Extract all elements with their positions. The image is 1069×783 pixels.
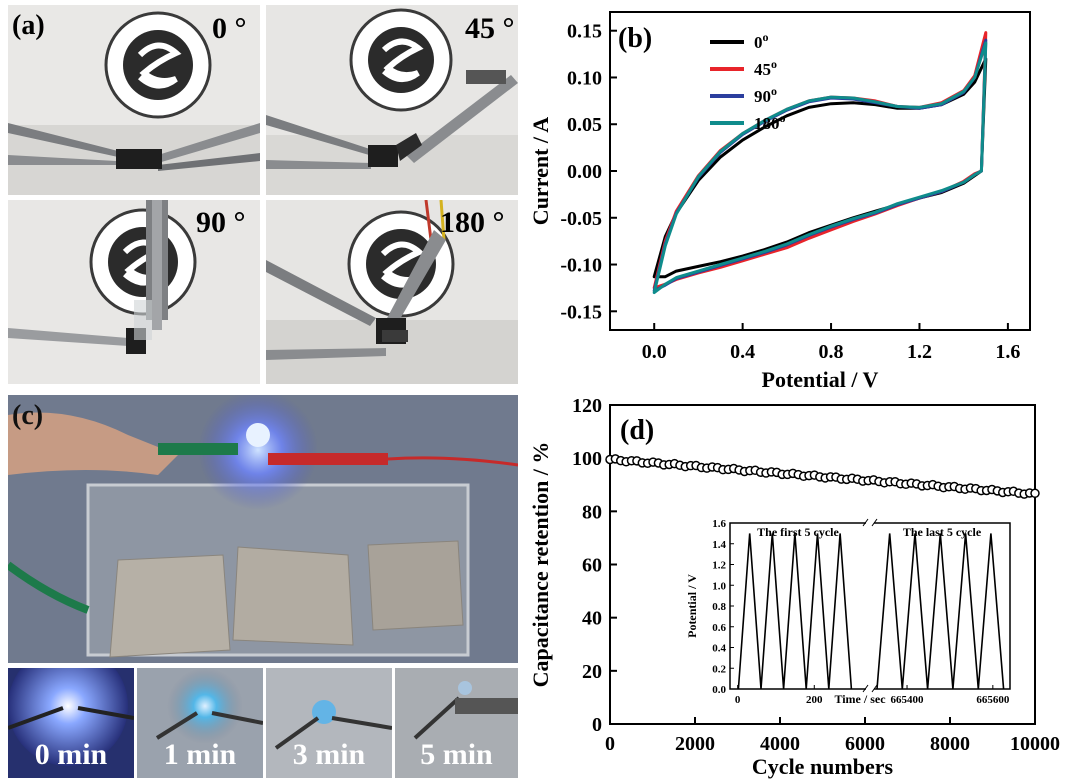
inset-y-tick-label: 0.0 [712, 684, 726, 696]
led-photo-0min: 0 min [8, 668, 134, 778]
y-tick-label: 40 [582, 608, 602, 630]
inset-x-axis-label: Time / sec [834, 692, 886, 706]
y-tick-label: 0.10 [567, 67, 602, 89]
y-tick-label: 0.05 [567, 114, 602, 136]
photo-bend-90 [8, 200, 260, 384]
inset-y-tick-label: 1.6 [712, 518, 726, 530]
x-tick-label: 2000 [675, 733, 715, 755]
retention-point [1030, 488, 1040, 499]
y-axis-label: Current / A [530, 117, 553, 225]
tweezers [8, 123, 260, 171]
led-photo-1min: 1 min [137, 668, 263, 778]
university-logo [104, 11, 212, 119]
cv-chart: 0.0 0.4 0.8 1.2 1.6 0.15 0.10 0.05 0.00 -0.05 -0.1… [530, 11, 1031, 392]
inset-segment-label: The last 5 cycle [903, 525, 982, 539]
inset-y-tick-label: 0.4 [712, 643, 726, 655]
time-label-1min: 1 min [163, 738, 237, 771]
panel-b-label: (b) [618, 23, 652, 54]
time-label-3min: 3 min [292, 738, 366, 771]
y-tick-label: 100 [572, 448, 602, 470]
x-tick-label: 10000 [1010, 733, 1060, 755]
time-label-5min: 5 min [420, 738, 493, 771]
angle-label-180: 180 ° [440, 206, 505, 239]
cv-series-180 [652, 41, 988, 295]
x-tick-label: 0.0 [642, 341, 667, 363]
y-axis-label: Capacitance retention / % [530, 442, 553, 688]
panel-a-label: (a) [12, 10, 45, 41]
axis-break-gap [866, 686, 874, 692]
photo-bend-0 [8, 5, 260, 195]
led-light [198, 395, 318, 510]
y-tick-label: 20 [582, 661, 602, 683]
supercapacitor-devices [109, 540, 464, 658]
inset-y-axis-label: Potential / V [685, 574, 699, 638]
inset-y-tick-label: 0.6 [712, 622, 726, 634]
legend-label-0: 0o [754, 30, 769, 52]
cv-series-90 [652, 38, 988, 293]
x-tick-label: 8000 [930, 733, 970, 755]
cycling-chart: 0 2000 4000 6000 8000 10000020406080100120Cyc… [530, 395, 1060, 779]
inset-x-tick-label: 665600 [976, 694, 1010, 706]
inset-y-tick-label: 1.0 [712, 580, 726, 592]
angle-label-45: 45 ° [465, 12, 515, 45]
inset-y-tick-label: 1.2 [712, 560, 726, 572]
legend-label-45: 45o [754, 57, 777, 79]
device-sample [116, 149, 162, 169]
inset-x-tick-label: 0 [735, 694, 741, 706]
inset-gcd-curve [876, 533, 1005, 690]
inset-segment-label: The first 5 cycle [757, 525, 839, 539]
x-axis-label: Cycle numbers [752, 754, 894, 779]
y-tick-label: -0.15 [560, 301, 602, 323]
inset-y-tick-label: 1.4 [712, 539, 726, 551]
inset-y-tick-label: 0.2 [712, 663, 726, 675]
y-tick-label: 0 [592, 714, 602, 736]
inset-gcd-curve [737, 533, 853, 690]
inset-y-tick-label: 0.8 [712, 601, 726, 613]
x-tick-label: 0.8 [819, 341, 844, 363]
y-tick-label: 0.00 [567, 161, 602, 183]
inset-frame [729, 522, 1011, 690]
x-tick-label: 1.6 [995, 341, 1020, 363]
y-tick-label: 120 [572, 395, 602, 417]
photo-led-demo [8, 395, 518, 663]
axis-break-mark [862, 518, 878, 527]
axis-break-gap [866, 520, 874, 526]
legend-label-90: 90o [754, 84, 777, 106]
axis-break-mark [862, 684, 878, 693]
y-tick-label: -0.10 [560, 255, 602, 277]
time-label-0min: 0 min [34, 738, 108, 771]
x-axis-label: Potential / V [762, 367, 879, 392]
photo-bend-180 [266, 200, 518, 384]
x-tick-label: 0.4 [730, 341, 755, 363]
angle-label-90: 90 ° [196, 206, 246, 239]
led-photo-3min: 3 min [266, 668, 392, 778]
y-tick-label: 0.15 [567, 21, 602, 43]
angle-label-0: 0 ° [212, 12, 247, 45]
panel-c-label: (c) [12, 400, 44, 431]
x-tick-label: 0 [605, 733, 615, 755]
y-tick-label: -0.05 [560, 208, 602, 230]
panel-d-label: (d) [620, 415, 654, 446]
cv-series-45 [652, 31, 988, 290]
x-tick-label: 4000 [760, 733, 800, 755]
legend-label-180: 180o [754, 111, 786, 133]
led-photo-5min: 5 min [395, 668, 518, 778]
inset-x-tick-label: 200 [806, 694, 823, 706]
y-tick-label: 60 [582, 555, 602, 577]
x-tick-label: 6000 [845, 733, 885, 755]
y-tick-label: 80 [582, 501, 602, 523]
x-tick-label: 1.2 [907, 341, 932, 363]
photo-bend-45 [266, 5, 518, 195]
inset-x-tick-label: 665400 [891, 694, 925, 706]
